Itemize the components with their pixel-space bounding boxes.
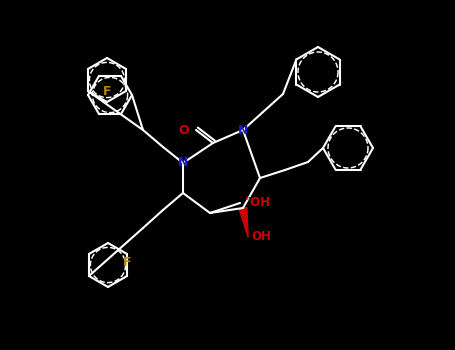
Text: N: N: [238, 124, 248, 136]
Text: OH: OH: [251, 231, 271, 244]
Text: F: F: [103, 85, 111, 98]
Text: O: O: [178, 124, 189, 136]
Text: N: N: [178, 156, 188, 169]
Polygon shape: [239, 207, 248, 237]
Text: "OH: "OH: [245, 196, 271, 210]
Text: F: F: [123, 256, 131, 269]
